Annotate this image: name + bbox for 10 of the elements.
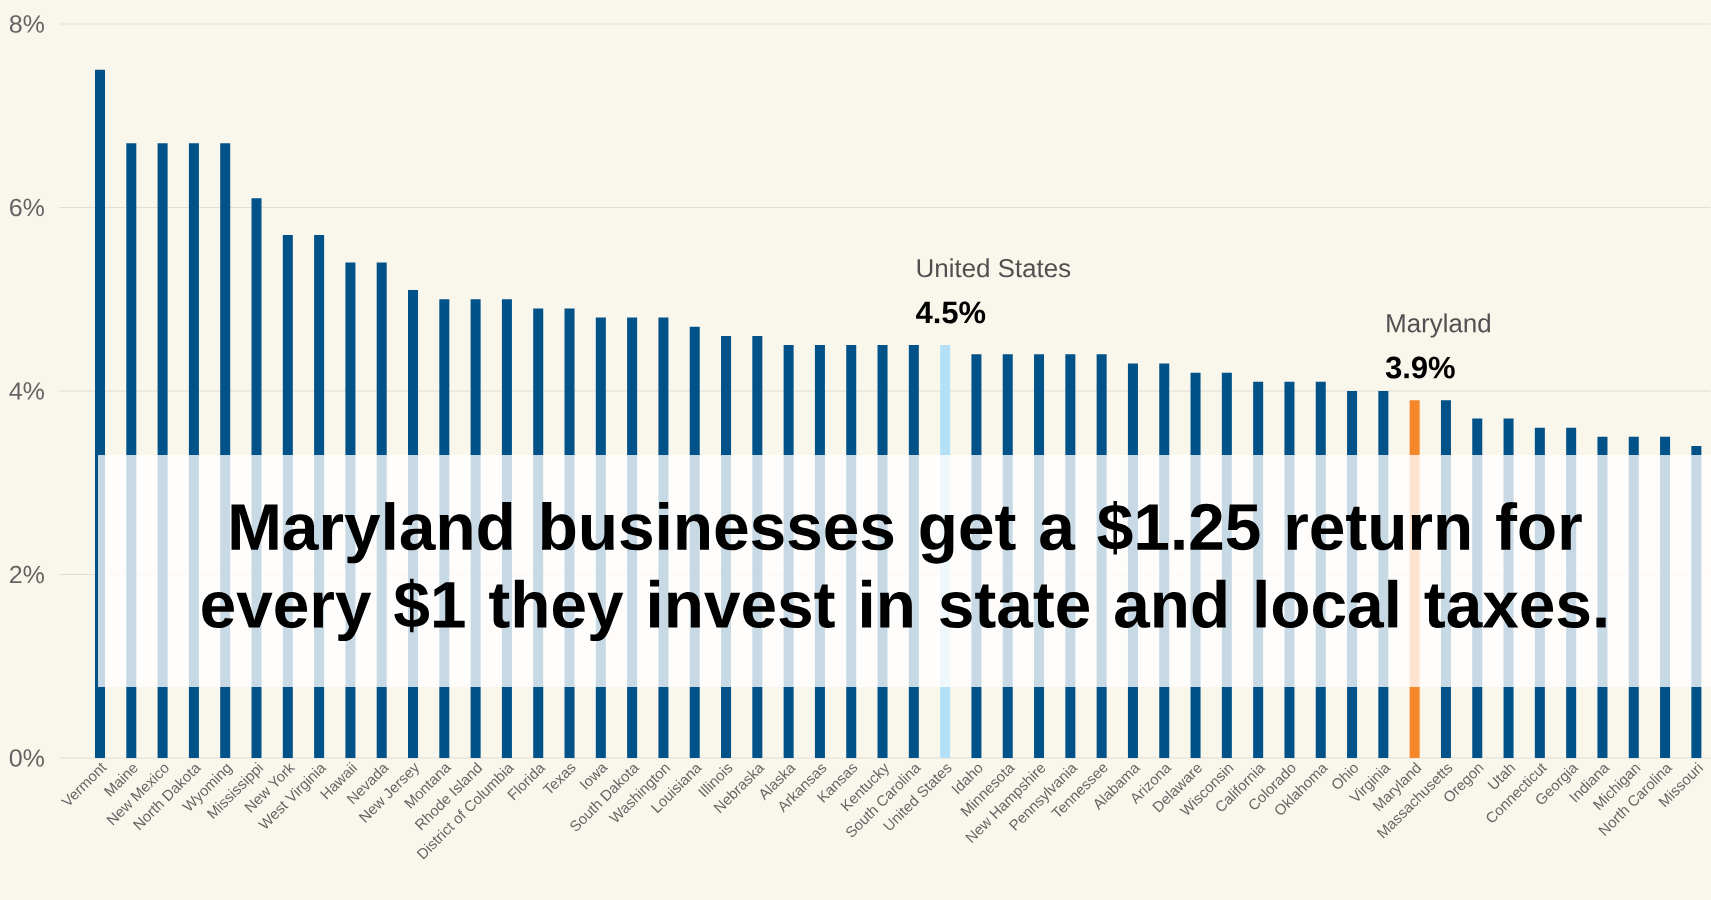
y-tick-label: 8% [9,15,44,33]
annotation: Maryland businesses get a $1.25 return for every $1 they invest in state and local taxes. [202,500,1606,642]
y-tick-label: 0% [9,749,44,767]
y-tick-label: 4% [9,382,44,400]
annotation: Maryland [1387,313,1490,338]
annotation: United States [917,258,1071,278]
y-tick-label: 2% [10,565,44,584]
annotation: 4.5% [916,301,986,324]
y-tick-label: 6% [10,198,44,217]
annotation: 3.9% [1385,356,1455,379]
